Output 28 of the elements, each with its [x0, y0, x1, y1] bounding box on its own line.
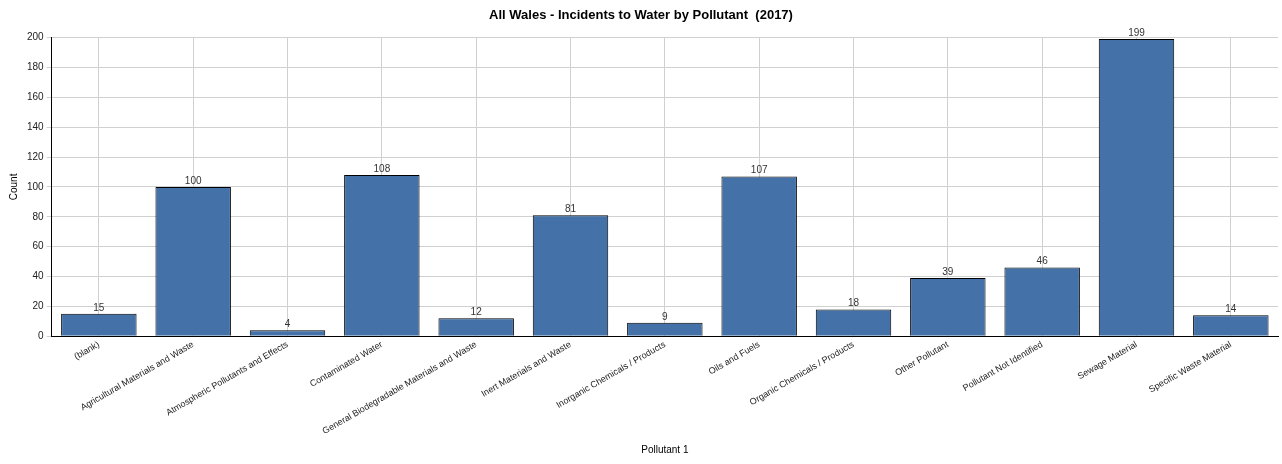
y-tick-label: 20 [32, 300, 45, 312]
data-label: 18 [847, 297, 860, 309]
data-label: 108 [373, 162, 391, 174]
y-tick-label: 60 [32, 240, 45, 252]
data-label: 15 [93, 301, 105, 313]
data-label: 46 [1036, 255, 1049, 267]
y-tick-label: 40 [32, 270, 45, 282]
data-label: 9 [662, 310, 669, 322]
data-label: 199 [1128, 26, 1146, 38]
y-tick-label: 140 [27, 120, 45, 132]
y-tick-label: 180 [27, 61, 45, 73]
chart-title: All Wales - Incidents to Water by Pollutant (2017) [489, 7, 793, 23]
y-tick-label: 0 [38, 330, 45, 342]
y-tick-label: 100 [27, 180, 45, 192]
data-label: 39 [942, 265, 954, 277]
data-label: 81 [564, 203, 577, 215]
data-label: 14 [1225, 303, 1237, 315]
y-tick-label: 120 [27, 150, 45, 162]
y-tick-label: 160 [27, 91, 45, 103]
data-label: 12 [470, 306, 483, 318]
data-label: 100 [184, 174, 202, 186]
y-axis-title: Count [7, 173, 19, 201]
x-axis-title: Pollutant 1 [641, 443, 689, 455]
data-label: 107 [750, 164, 768, 176]
y-tick-label: 80 [32, 210, 45, 222]
x-tick-label: Oils and Fuels [706, 338, 762, 377]
data-label: 4 [284, 318, 291, 330]
y-tick-label: 200 [27, 31, 45, 43]
